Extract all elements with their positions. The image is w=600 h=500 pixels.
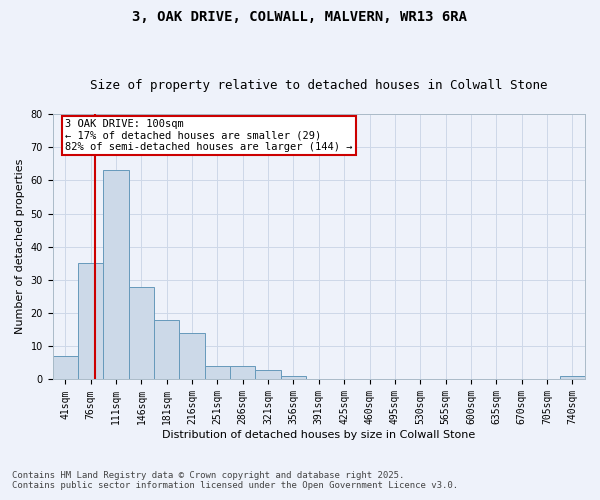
Text: 3, OAK DRIVE, COLWALL, MALVERN, WR13 6RA: 3, OAK DRIVE, COLWALL, MALVERN, WR13 6RA bbox=[133, 10, 467, 24]
Title: Size of property relative to detached houses in Colwall Stone: Size of property relative to detached ho… bbox=[90, 79, 548, 92]
Bar bbox=[205, 366, 230, 380]
Bar bbox=[560, 376, 585, 380]
Bar bbox=[230, 366, 256, 380]
Bar bbox=[78, 264, 103, 380]
Bar bbox=[154, 320, 179, 380]
X-axis label: Distribution of detached houses by size in Colwall Stone: Distribution of detached houses by size … bbox=[162, 430, 475, 440]
Bar bbox=[103, 170, 129, 380]
Bar bbox=[281, 376, 306, 380]
Y-axis label: Number of detached properties: Number of detached properties bbox=[15, 159, 25, 334]
Text: Contains HM Land Registry data © Crown copyright and database right 2025.
Contai: Contains HM Land Registry data © Crown c… bbox=[12, 470, 458, 490]
Bar bbox=[53, 356, 78, 380]
Text: 3 OAK DRIVE: 100sqm
← 17% of detached houses are smaller (29)
82% of semi-detach: 3 OAK DRIVE: 100sqm ← 17% of detached ho… bbox=[65, 119, 353, 152]
Bar bbox=[256, 370, 281, 380]
Bar bbox=[179, 333, 205, 380]
Bar bbox=[129, 286, 154, 380]
